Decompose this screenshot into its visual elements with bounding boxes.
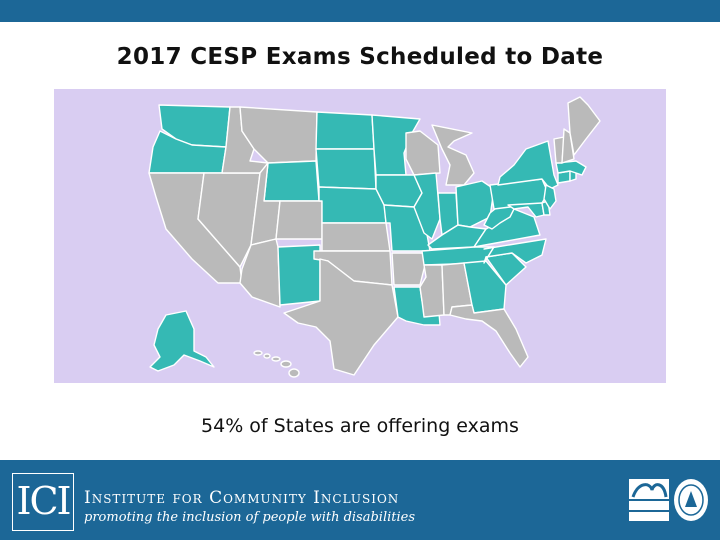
state-NC <box>483 238 547 264</box>
state-AZ <box>239 238 281 308</box>
umass-boston-logo <box>629 479 669 521</box>
state-NY <box>497 140 559 190</box>
state-ME <box>567 96 601 156</box>
slide-title: 2017 CESP Exams Scheduled to Date <box>116 44 604 70</box>
university-seal-icon <box>674 479 708 521</box>
ici-logo: ICI <box>12 473 74 531</box>
state-FL <box>449 304 529 368</box>
us-map-panel <box>54 89 666 383</box>
state-ND <box>315 111 375 150</box>
institute-name: Institute for Community Inclusion <box>84 488 400 508</box>
institute-tagline: promoting the inclusion of people with d… <box>84 510 416 525</box>
state-NJ <box>543 184 557 210</box>
state-AK <box>149 310 215 372</box>
state-KY <box>427 224 487 250</box>
state-WI <box>405 130 441 176</box>
slide-caption: 54% of States are offering exams <box>201 415 519 437</box>
state-MI <box>431 124 475 186</box>
state-MA <box>555 160 587 176</box>
state-AR <box>391 252 427 286</box>
state-IA <box>375 174 423 208</box>
state-WY <box>263 160 320 202</box>
state-KS <box>321 222 391 252</box>
state-HI <box>253 350 300 378</box>
state-SD <box>315 148 377 190</box>
state-IL <box>413 172 441 240</box>
us-states-map <box>148 96 601 378</box>
top-accent-bar <box>0 0 720 22</box>
footer-banner: ICI Institute for Community Inclusion pr… <box>0 460 720 540</box>
state-NE <box>318 186 387 224</box>
state-MN <box>371 114 421 176</box>
state-NH <box>561 128 575 164</box>
state-TX <box>283 258 399 376</box>
state-CO <box>275 200 323 240</box>
